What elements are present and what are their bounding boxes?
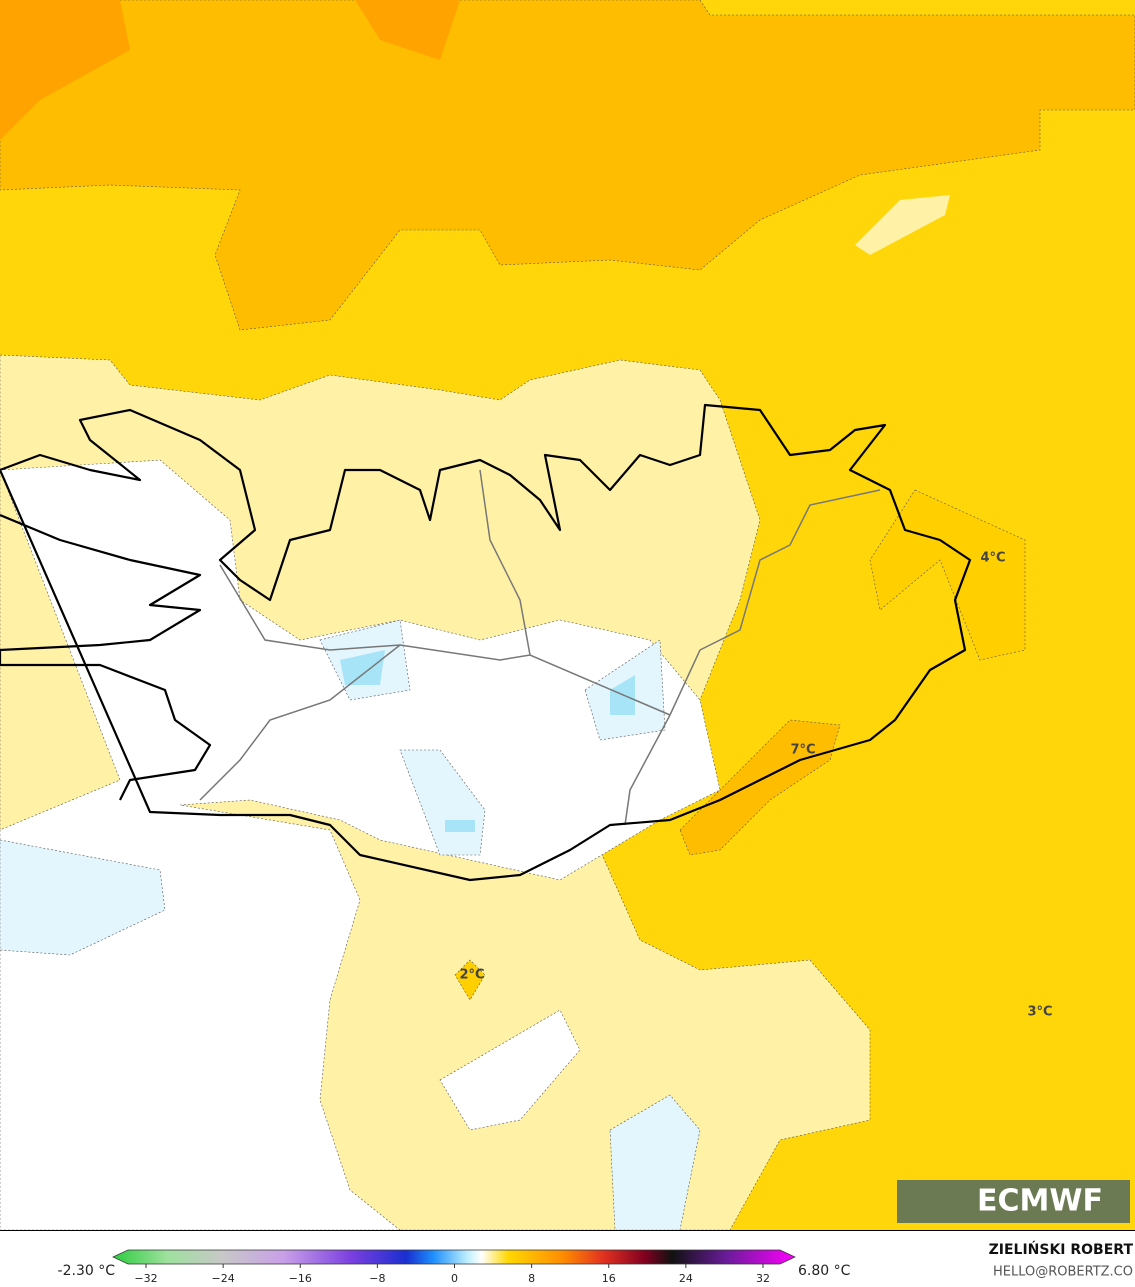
- contour-area: [0, 459, 721, 1231]
- colorbar-tick-label: 32: [756, 1272, 770, 1285]
- colorbar-tick-label: −16: [289, 1272, 312, 1285]
- credit-name: ZIELIŃSKI ROBERT: [989, 1240, 1134, 1258]
- contour-area: [869, 489, 1026, 661]
- contour-area: [355, 0, 460, 60]
- credit-email: HELLO@ROBERTZ.CO: [993, 1265, 1133, 1280]
- contour-label: 2°C: [459, 968, 484, 983]
- map-area: 4°C 7°C 2°C 3°C ECMWF: [0, 0, 1135, 1231]
- contour-area: [454, 959, 486, 1001]
- colorbar-tick-label: 24: [679, 1272, 693, 1285]
- logo-box: [897, 1180, 1130, 1223]
- coastline: [0, 403, 972, 882]
- colorbar-tick-label: 8: [528, 1272, 535, 1285]
- colorbar-tick-label: −24: [212, 1272, 235, 1285]
- colorbar-tick-label: 16: [602, 1272, 616, 1285]
- contour-label: 4°C: [980, 551, 1005, 566]
- contour-area: [0, 839, 166, 956]
- logo: ECMWF: [977, 1184, 1103, 1219]
- contour-area: [679, 719, 841, 856]
- border-line: [199, 469, 881, 826]
- contour-label: 7°C: [790, 743, 815, 758]
- contour-area: [439, 1009, 581, 1131]
- colorbar-tick-label: −32: [134, 1272, 157, 1285]
- contour-area: [0, 0, 130, 140]
- colorbar-tick-label: 0: [451, 1272, 458, 1285]
- colorbar-min: -2.30 °C: [58, 1263, 116, 1279]
- colorbar: -2.30 °C 6.80 °C −32 −24 −16 −8 0 8 16 24 32: [58, 1249, 851, 1285]
- contour-label: 3°C: [1027, 1005, 1052, 1020]
- contour-area: [445, 820, 475, 832]
- colorbar-tick-label: −8: [369, 1272, 385, 1285]
- contour-area: [609, 1094, 701, 1231]
- contour-area: [0, 0, 1135, 331]
- contour-area: [855, 195, 950, 255]
- colorbar-max: 6.80 °C: [798, 1263, 851, 1279]
- colorbar-ramp: [112, 1249, 796, 1265]
- contour-area: [340, 650, 385, 685]
